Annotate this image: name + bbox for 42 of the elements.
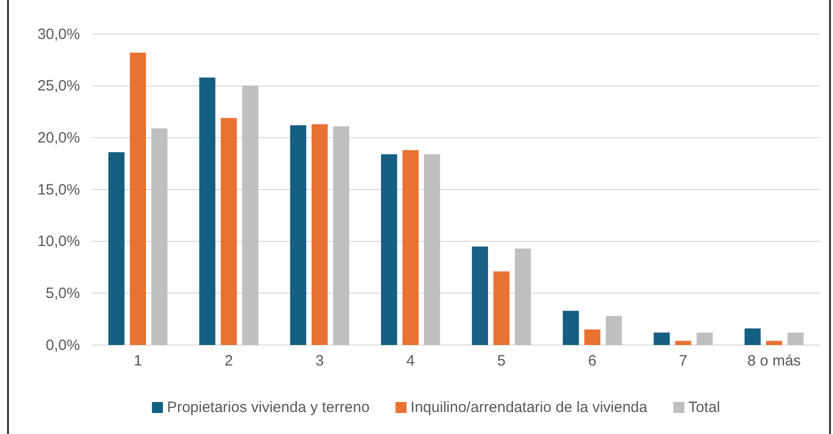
bar [562, 310, 579, 345]
x-tick-label: 2 [224, 352, 233, 370]
y-tick-label: 15,0% [37, 181, 80, 198]
bar [472, 246, 488, 345]
bar [696, 332, 713, 345]
x-tick-label: 8 o más [747, 352, 801, 370]
bar [312, 124, 328, 345]
bar [290, 125, 306, 345]
bar [654, 332, 670, 345]
x-tick-label: 1 [134, 352, 142, 370]
bar [514, 248, 531, 345]
y-tick-label: 10,0% [37, 233, 80, 250]
bar [675, 340, 692, 345]
y-tick-label: 0,0% [46, 336, 80, 354]
bar [242, 86, 258, 345]
legend-label: Inquilino/arrendatario de la vivienda [410, 399, 648, 416]
bar [744, 328, 761, 345]
bar [788, 332, 804, 345]
bar [606, 316, 622, 345]
legend-label: Total [688, 399, 720, 416]
x-tick-label: 3 [316, 352, 324, 370]
bar [108, 152, 124, 345]
y-tick-label: 25,0% [37, 78, 80, 95]
bar [493, 271, 510, 345]
bar [584, 329, 600, 345]
bar [130, 52, 146, 345]
bar [151, 128, 168, 345]
bar [766, 340, 782, 345]
bar [333, 126, 350, 345]
y-tick-label: 30,0% [37, 26, 80, 43]
x-tick-label: 5 [497, 352, 506, 370]
legend-label: Propietarios vivienda y terreno [166, 399, 370, 416]
x-tick-label: 7 [679, 352, 688, 370]
y-tick-label: 5,0% [46, 284, 80, 302]
x-tick-label: 6 [588, 352, 596, 370]
bar [220, 118, 237, 345]
bar [402, 150, 419, 345]
y-tick-label: 20,0% [37, 129, 80, 146]
bar [381, 154, 398, 345]
x-tick-label: 4 [406, 352, 415, 370]
bar [424, 154, 440, 345]
bar [199, 78, 216, 345]
